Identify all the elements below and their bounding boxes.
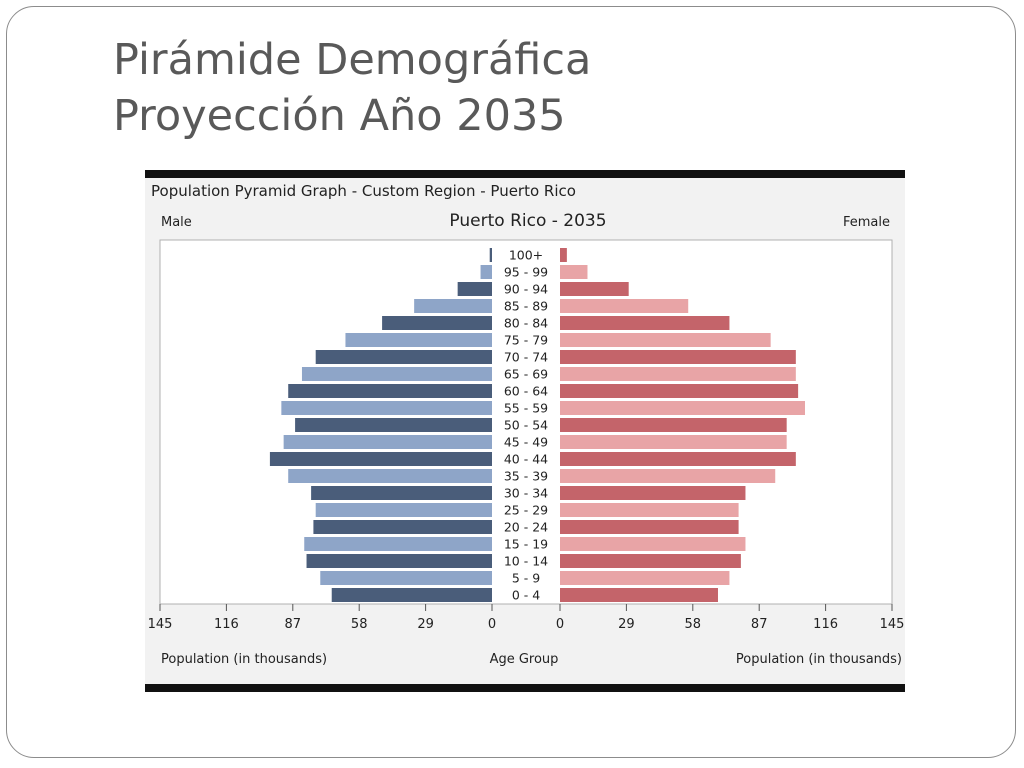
male-bar	[315, 350, 492, 364]
male-bar	[306, 554, 492, 568]
slide-title-line-1: Pirámide Demográfica	[113, 35, 592, 85]
female-bar	[560, 588, 718, 602]
female-bar	[560, 333, 771, 347]
age-group-label: 90 - 94	[504, 282, 548, 297]
male-bar	[480, 265, 492, 279]
female-bar	[560, 350, 796, 364]
female-bar	[560, 520, 739, 534]
age-group-label: 95 - 99	[504, 265, 548, 280]
tick-label-left: 0	[488, 617, 496, 632]
chart-image: Population Pyramid Graph - Custom Region…	[145, 170, 905, 692]
female-bar	[560, 401, 805, 415]
male-bar	[345, 333, 492, 347]
tick-label-left: 58	[351, 617, 368, 632]
chart-title: Puerto Rico - 2035	[449, 211, 606, 231]
bars-layer: 100+ 95 - 99 90 - 94 85 - 89 80 - 84 75 - 79 7…	[269, 248, 805, 603]
female-bar	[560, 299, 689, 313]
tick-label-right: 116	[813, 617, 838, 632]
chart-bottom-border	[145, 684, 905, 692]
tick-label-left: 145	[148, 617, 173, 632]
female-bar	[560, 452, 796, 466]
age-group-label: 100+	[509, 248, 543, 263]
male-bar	[295, 418, 492, 432]
tick-label-left: 87	[285, 617, 302, 632]
age-group-label: 0 - 4	[512, 588, 540, 603]
male-bar	[489, 248, 492, 262]
slide-title: Pirámide Demográfica Proyección Año 2035	[113, 32, 591, 144]
male-bar	[315, 503, 492, 517]
tick-label-right: 87	[751, 617, 768, 632]
female-label: Female	[843, 215, 890, 230]
age-group-label: 40 - 44	[504, 452, 548, 467]
female-bar	[560, 486, 746, 500]
age-group-label: 85 - 89	[504, 299, 548, 314]
male-bar	[269, 452, 492, 466]
female-bar	[560, 554, 741, 568]
slide-title-line-2: Proyección Año 2035	[113, 91, 566, 141]
male-bar	[301, 367, 492, 381]
tick-label-left: 116	[214, 617, 239, 632]
tick-label-right: 29	[618, 617, 635, 632]
female-bar	[560, 316, 730, 330]
female-bar	[560, 418, 787, 432]
chart-heading: Population Pyramid Graph - Custom Region…	[151, 182, 576, 200]
male-bar	[281, 401, 492, 415]
male-bar	[304, 537, 492, 551]
age-group-label: 20 - 24	[504, 520, 548, 535]
age-group-label: 75 - 79	[504, 333, 548, 348]
age-group-label: 30 - 34	[504, 486, 548, 501]
male-bar	[414, 299, 492, 313]
age-group-label: 55 - 59	[504, 401, 548, 416]
male-bar	[288, 469, 492, 483]
age-group-label: 50 - 54	[504, 418, 548, 433]
x-axis-label-center: Age Group	[490, 652, 559, 667]
slide-frame	[6, 6, 1016, 758]
male-bar	[313, 520, 492, 534]
chart-top-border	[145, 170, 905, 178]
age-group-label: 10 - 14	[504, 554, 548, 569]
age-group-label: 35 - 39	[504, 469, 548, 484]
x-axis-label-left: Population (in thousands)	[161, 652, 327, 667]
male-bar	[283, 435, 492, 449]
age-group-label: 70 - 74	[504, 350, 548, 365]
female-bar	[560, 248, 567, 262]
age-group-label: 45 - 49	[504, 435, 548, 450]
male-bar	[288, 384, 492, 398]
female-bar	[560, 469, 776, 483]
age-group-label: 15 - 19	[504, 537, 548, 552]
female-bar	[560, 435, 787, 449]
male-bar	[311, 486, 492, 500]
female-bar	[560, 265, 588, 279]
age-group-label: 80 - 84	[504, 316, 548, 331]
population-pyramid-chart: Male Puerto Rico - 2035 Female 100+ 95 - …	[148, 211, 905, 667]
tick-label-left: 29	[417, 617, 434, 632]
female-bar	[560, 571, 730, 585]
female-bar	[560, 384, 799, 398]
female-bar	[560, 537, 746, 551]
male-bar	[382, 316, 492, 330]
x-axis-label-right: Population (in thousands)	[736, 652, 902, 667]
age-group-label: 65 - 69	[504, 367, 548, 382]
axis-ticks: 145 116 87 58 29 0 0 29 58 87 116 145	[148, 604, 905, 632]
tick-label-right: 58	[685, 617, 702, 632]
age-group-label: 5 - 9	[512, 571, 540, 586]
tick-label-right: 0	[556, 617, 564, 632]
male-bar	[331, 588, 492, 602]
age-group-label: 25 - 29	[504, 503, 548, 518]
age-group-label: 60 - 64	[504, 384, 548, 399]
tick-label-right: 145	[880, 617, 905, 632]
female-bar	[560, 503, 739, 517]
male-bar	[457, 282, 492, 296]
male-label: Male	[161, 215, 192, 230]
female-bar	[560, 367, 796, 381]
female-bar	[560, 282, 629, 296]
male-bar	[320, 571, 492, 585]
